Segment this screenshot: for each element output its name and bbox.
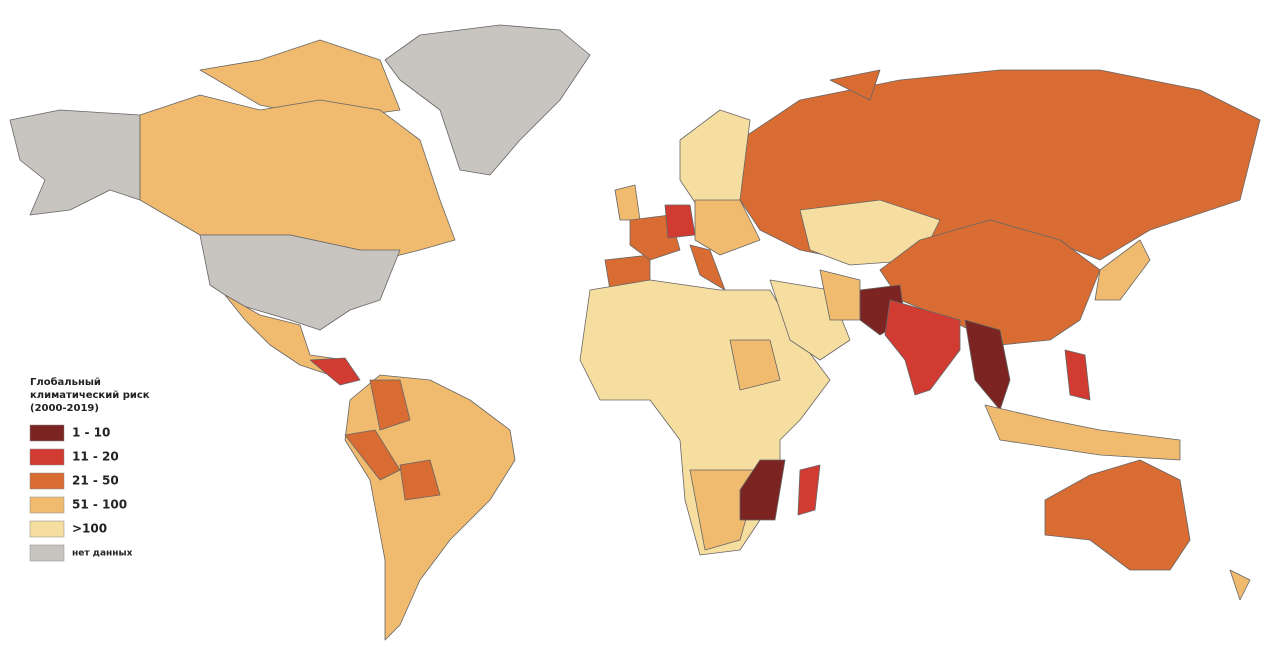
legend-title: климатический риск	[30, 390, 150, 401]
canada	[139, 94, 456, 261]
legend-label: >100	[72, 522, 107, 536]
new-zealand	[1229, 569, 1251, 601]
legend-swatch	[29, 424, 65, 442]
legend-label: 21 - 50	[72, 474, 119, 488]
madagascar	[797, 464, 821, 516]
indonesia	[984, 404, 1181, 461]
legend-label: 11 - 20	[72, 450, 119, 464]
legend-title: (2000-2019)	[30, 403, 99, 414]
sudan	[729, 339, 781, 391]
legend: Глобальный климатический риск (2000-2019) 1…	[29, 376, 150, 562]
legend-swatch	[29, 472, 65, 490]
legend-label: нет данных	[72, 549, 133, 559]
colombia	[369, 379, 411, 431]
central-america	[309, 357, 361, 386]
legend-label: 51 - 100	[72, 498, 127, 512]
mozambique	[739, 459, 786, 521]
bolivia	[399, 459, 441, 501]
legend-swatch	[29, 544, 65, 562]
myanmar	[964, 319, 1011, 411]
scandinavia	[679, 109, 751, 211]
alaska	[9, 109, 141, 216]
canada-islands	[199, 39, 401, 121]
legend-swatch	[29, 496, 65, 514]
germany	[664, 204, 696, 239]
peru	[344, 429, 401, 481]
regions	[9, 24, 1261, 641]
philippines	[1064, 349, 1091, 401]
japan	[1094, 239, 1151, 301]
south-america	[344, 374, 516, 641]
eastern-europe	[694, 199, 761, 256]
india	[884, 299, 961, 396]
australia	[1044, 459, 1191, 571]
legend-swatch	[29, 448, 65, 466]
greenland	[384, 24, 591, 176]
legend-label: 1 - 10	[72, 426, 110, 440]
uk	[614, 184, 641, 221]
legend-swatch	[29, 520, 65, 538]
legend-title: Глобальный	[30, 376, 101, 388]
arctic-islands	[829, 69, 881, 101]
